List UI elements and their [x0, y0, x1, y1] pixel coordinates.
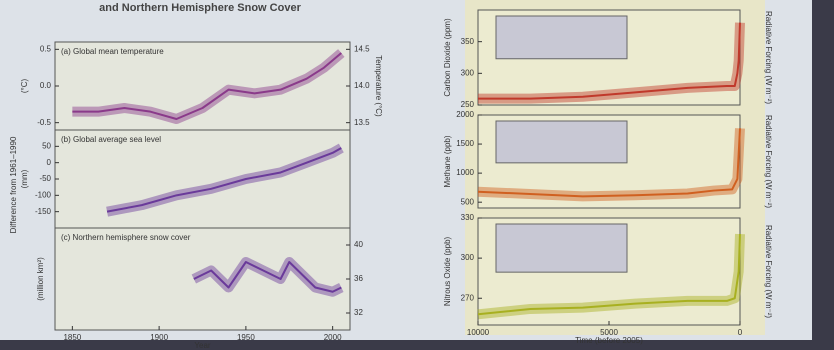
y-tick-label: 330 — [461, 213, 475, 222]
y-axis-label: Nitrous Oxide (ppb) — [443, 236, 452, 306]
y-tick-label: -100 — [35, 190, 52, 199]
x-tick-label: 2000 — [324, 333, 342, 342]
y-tick-label: 0.5 — [40, 44, 52, 53]
inset — [495, 15, 628, 60]
slide-title: and Northern Hemisphere Snow Cover — [99, 2, 301, 14]
panel-title: (c) Northern hemisphere snow cover — [61, 233, 191, 242]
y-axis-label: Methane (ppb) — [443, 135, 452, 187]
inset — [495, 120, 628, 164]
y-tick-label: -150 — [35, 207, 52, 216]
y2-tick-label: 13.5 — [354, 118, 370, 127]
x-tick-label: 1900 — [150, 333, 168, 342]
panel-title: (a) Global mean temperature — [61, 47, 164, 56]
inset — [495, 223, 628, 273]
y-tick-label: 50 — [42, 141, 51, 150]
y2-tick-label: 14.5 — [354, 44, 370, 53]
y2-axis-label: Radiative Forcing (W m⁻²) — [764, 225, 773, 318]
panel-title: (b) Global average sea level — [61, 135, 161, 144]
y-axis-label: Carbon Dioxide (ppm) — [443, 18, 452, 97]
data-line — [477, 234, 741, 316]
y-tick-label: 2000 — [456, 110, 474, 119]
y-tick-label: 0.0 — [40, 81, 52, 90]
plot-area — [54, 227, 351, 331]
y2-axis-label: Radiative Forcing (W m⁻²) — [764, 11, 773, 104]
data-line — [193, 261, 342, 293]
y-tick-label: 250 — [461, 100, 475, 109]
x-tick-label: 10000 — [467, 328, 490, 337]
data-line — [106, 147, 342, 213]
data-line — [477, 128, 741, 198]
data-line — [478, 22, 741, 100]
y-tick-label: 300 — [461, 68, 475, 77]
y-tick-label: 350 — [461, 37, 475, 46]
y-tick-label: 0 — [47, 158, 52, 167]
y-tick-label: 270 — [461, 293, 475, 302]
y-tick-label: 36 — [354, 274, 363, 283]
plot-area — [54, 129, 351, 229]
y-tick-label: -50 — [39, 174, 51, 183]
y2-axis-label: Temperature (°C) — [374, 55, 383, 117]
y-axis-label: (million km²) — [36, 257, 45, 301]
x-axis-label: Year — [194, 341, 211, 350]
y-axis-label: (°C) — [20, 79, 29, 94]
y-tick-label: 32 — [354, 308, 363, 317]
data-line — [72, 52, 342, 120]
y-tick-label: 500 — [461, 197, 475, 206]
x-tick-label: 1850 — [63, 333, 81, 342]
y-tick-label: -0.5 — [37, 118, 51, 127]
x-axis-label: Time (before 2005) — [575, 336, 643, 345]
x-tick-label: 0 — [738, 328, 743, 337]
y-tick-label: 1500 — [456, 139, 474, 148]
y-axis-label: (mm) — [20, 169, 29, 188]
y-tick-label: 300 — [461, 253, 475, 262]
x-tick-label: 1950 — [237, 333, 255, 342]
y2-tick-label: 14.0 — [354, 81, 370, 90]
x-tick-label: 5000 — [600, 328, 618, 337]
y-tick-label: 1000 — [456, 168, 474, 177]
y2-axis-label: Radiative Forcing (W m⁻²) — [764, 115, 773, 208]
y-tick-label: 40 — [354, 240, 363, 249]
shared-ylabel: Difference from 1961–1990 — [9, 136, 18, 233]
